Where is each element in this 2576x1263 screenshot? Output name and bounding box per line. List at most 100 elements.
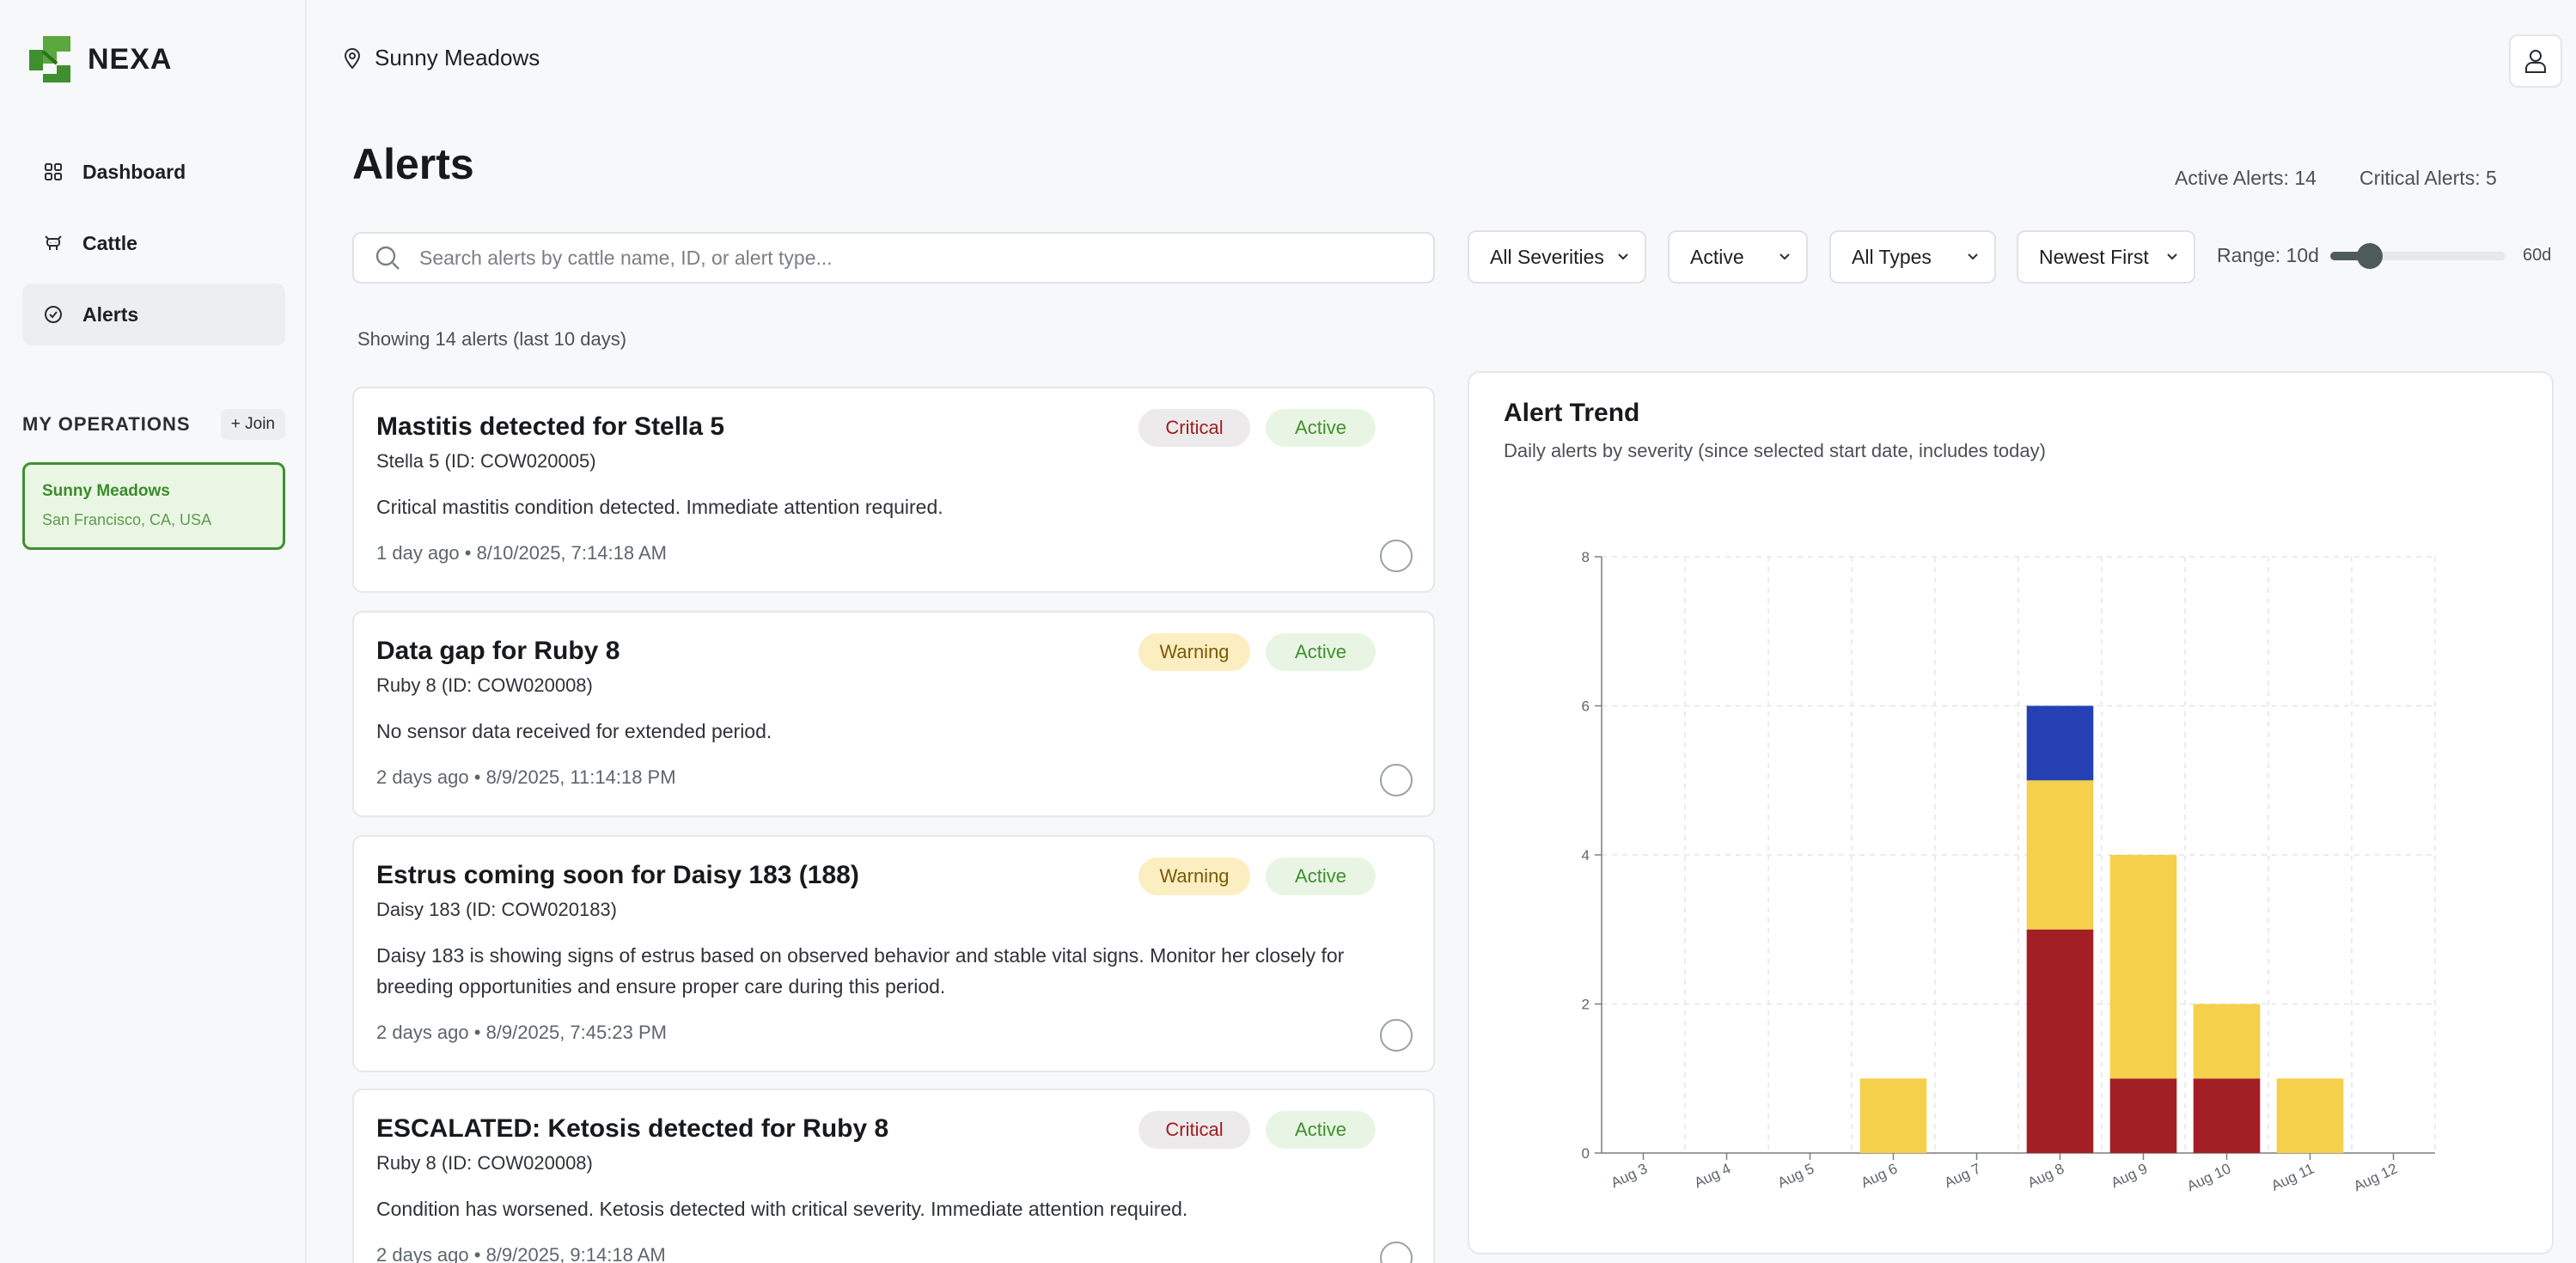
severity-select[interactable]: All Severities: [1468, 230, 1646, 284]
search-box: [352, 232, 1435, 284]
alert-cattle: Daisy 183 (ID: COW020183): [376, 899, 617, 920]
brand-name: NEXA: [88, 42, 173, 76]
x-tick-label: Aug 5: [1775, 1160, 1816, 1191]
bar-warning: [2193, 1004, 2261, 1079]
alert-card[interactable]: Data gap for Ruby 8 Warning Active Ruby …: [352, 611, 1435, 817]
type-select[interactable]: All Types: [1829, 230, 1996, 284]
range-slider[interactable]: [2330, 243, 2506, 269]
severity-badge: Critical: [1138, 1111, 1250, 1149]
bar-warning: [1859, 1078, 1927, 1153]
bar-warning: [2276, 1078, 2344, 1153]
search-input[interactable]: [419, 246, 1407, 270]
chevron-down-icon: [1618, 253, 1628, 260]
status-badge: Active: [1266, 633, 1376, 671]
alert-cattle: Stella 5 (ID: COW020005): [376, 450, 596, 472]
status-badge: Active: [1266, 1111, 1376, 1149]
operation-location: San Francisco, CA, USA: [42, 511, 212, 528]
alert-title: ESCALATED: Ketosis detected for Ruby 8: [376, 1114, 889, 1143]
alert-description: Condition has worsened. Ketosis detected…: [376, 1198, 1188, 1220]
join-button[interactable]: + Join: [220, 409, 285, 440]
range-label: Range: 10d: [2217, 244, 2319, 266]
sidebar-item-dashboard[interactable]: Dashboard: [22, 141, 285, 203]
x-tick-label: Aug 9: [2109, 1160, 2150, 1191]
nexa-logo-icon: [29, 36, 70, 82]
alert-cattle: Ruby 8 (ID: COW020008): [376, 674, 593, 696]
x-tick-label: Aug 3: [1608, 1160, 1650, 1191]
status-badge: Active: [1266, 409, 1376, 447]
alert-cattle: Ruby 8 (ID: COW020008): [376, 1152, 593, 1174]
alerts-list: Mastitis detected for Stella 5 Critical …: [352, 387, 1435, 1263]
alert-description: Daisy 183 is showing signs of estrus bas…: [376, 944, 1345, 998]
x-tick-label: Aug 10: [2184, 1160, 2233, 1194]
alert-card[interactable]: Mastitis detected for Stella 5 Critical …: [352, 387, 1435, 593]
status-select-value: Active: [1690, 245, 1744, 268]
alert-trend-card: 0 2 4 6 8 Aug 3 Aug 4 Aug 5 Aug 6 Aug 7 Aug 8 Aug 9…: [1468, 371, 2554, 1254]
alert-timestamp: 2 days ago • 8/9/2025, 9:14:18 AM: [376, 1244, 666, 1263]
status-select[interactable]: Active: [1668, 230, 1808, 284]
x-tick-label: Aug 6: [1859, 1160, 1900, 1191]
y-tick-label: 2: [1582, 997, 1590, 1013]
sidebar-item-label: Cattle: [82, 231, 137, 254]
check-circle-icon: [43, 304, 64, 325]
user-menu-button[interactable]: [2509, 34, 2562, 88]
severity-badge: Critical: [1138, 409, 1250, 447]
alert-timestamp: 2 days ago • 8/9/2025, 7:45:23 PM: [376, 1022, 667, 1043]
y-tick-label: 8: [1582, 549, 1590, 565]
resolve-checkbox[interactable]: [1380, 1242, 1413, 1263]
bar-critical: [2026, 929, 2094, 1153]
alert-timestamp: 1 day ago • 8/10/2025, 7:14:18 AM: [376, 542, 667, 564]
severity-badge: Warning: [1138, 857, 1250, 895]
sidebar-item-cattle[interactable]: Cattle: [22, 212, 285, 274]
cow-icon: [43, 233, 64, 253]
alert-description: No sensor data received for extended per…: [376, 720, 772, 742]
x-tick-label: Aug 8: [2025, 1160, 2066, 1191]
severity-badge: Warning: [1138, 633, 1250, 671]
current-location[interactable]: Sunny Meadows: [342, 45, 540, 71]
status-badge: Active: [1266, 857, 1376, 895]
sort-select[interactable]: Newest First: [2017, 230, 2195, 284]
bar-critical: [2109, 1078, 2177, 1153]
operations-header: MY OPERATIONS + Join: [22, 409, 285, 440]
x-tick-label: Aug 12: [2351, 1160, 2400, 1194]
sidebar-item-label: Alerts: [82, 302, 139, 326]
bar-critical: [2193, 1078, 2261, 1153]
range-slider-fill: [2330, 252, 2371, 260]
user-icon: [2525, 50, 2546, 73]
range-slider-handle[interactable]: [2357, 243, 2384, 269]
x-tick-label: Aug 7: [1942, 1160, 1983, 1191]
brand-logo[interactable]: NEXA: [26, 33, 172, 86]
chevron-down-icon: [1968, 253, 1978, 260]
y-tick-label: 4: [1582, 847, 1590, 863]
sort-select-value: Newest First: [2039, 245, 2149, 268]
sidebar-item-label: Dashboard: [82, 160, 186, 183]
resolve-checkbox[interactable]: [1380, 764, 1413, 796]
y-tick-label: 0: [1582, 1145, 1590, 1162]
critical-alerts-count: Critical Alerts: 5: [2359, 167, 2497, 189]
bar-info: [2026, 705, 2094, 781]
alert-timestamp: 2 days ago • 8/9/2025, 11:14:18 PM: [376, 766, 676, 788]
chevron-down-icon: [2167, 253, 2177, 260]
alert-title: Estrus coming soon for Daisy 183 (188): [376, 861, 859, 889]
alert-card[interactable]: ESCALATED: Ketosis detected for Ruby 8 C…: [352, 1089, 1435, 1263]
resolve-checkbox[interactable]: [1380, 1019, 1413, 1052]
chart-title: Alert Trend: [1504, 399, 1640, 427]
bar-warning: [2109, 855, 2177, 1079]
resolve-checkbox[interactable]: [1380, 540, 1413, 572]
grid-icon: [43, 162, 64, 182]
sidebar-nav: Dashboard Cattle Alerts: [22, 141, 285, 355]
bar-warning: [2026, 780, 2094, 930]
range-max-label: 60d: [2523, 246, 2552, 265]
results-summary: Showing 14 alerts (last 10 days): [357, 328, 627, 350]
alert-title: Data gap for Ruby 8: [376, 637, 620, 665]
chevron-down-icon: [1779, 253, 1790, 260]
x-tick-label: Aug 4: [1692, 1160, 1733, 1191]
y-tick-label: 6: [1582, 699, 1590, 715]
chart-subtitle: Daily alerts by severity (since selected…: [1504, 440, 2046, 461]
sidebar-item-alerts[interactable]: Alerts: [22, 284, 285, 345]
search-icon: [375, 246, 400, 270]
active-alerts-count: Active Alerts: 14: [2175, 167, 2317, 189]
severity-select-value: All Severities: [1490, 245, 1604, 268]
location-name: Sunny Meadows: [375, 45, 540, 70]
operation-card[interactable]: Sunny Meadows San Francisco, CA, USA: [22, 462, 285, 550]
alert-card[interactable]: Estrus coming soon for Daisy 183 (188) W…: [352, 835, 1435, 1072]
